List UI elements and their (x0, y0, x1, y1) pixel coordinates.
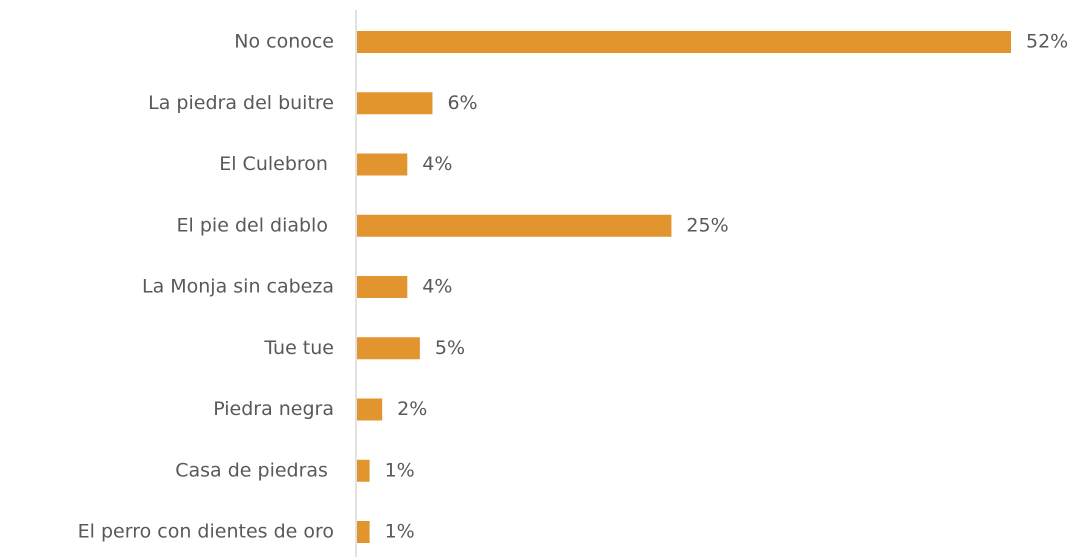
value-label: 1% (385, 521, 415, 543)
bar (357, 398, 383, 421)
bar (357, 214, 672, 237)
value-label: 52% (1026, 31, 1068, 53)
value-label: 6% (447, 92, 477, 114)
bar (357, 31, 1011, 53)
bar (357, 92, 433, 115)
value-label: 2% (397, 398, 427, 420)
category-label: No conoce (234, 31, 334, 53)
value-label: 4% (422, 276, 452, 298)
bar (357, 521, 370, 543)
value-label: 25% (686, 214, 728, 236)
value-label: 1% (385, 459, 415, 481)
bar (357, 337, 420, 360)
category-label: La piedra del buitre (148, 92, 334, 114)
bar (357, 276, 408, 298)
category-label: Tue tue (263, 337, 334, 359)
bar (357, 153, 408, 176)
value-label: 5% (435, 337, 465, 359)
bar (357, 459, 370, 482)
category-label: Piedra negra (213, 398, 334, 420)
category-label: La Monja sin cabeza (142, 276, 334, 298)
category-label: El pie del diablo (177, 214, 334, 236)
value-label: 4% (422, 153, 452, 175)
category-label: El perro con dientes de oro (78, 521, 334, 543)
category-label: Casa de piedras (175, 459, 334, 481)
category-label: El Culebron (219, 153, 334, 175)
